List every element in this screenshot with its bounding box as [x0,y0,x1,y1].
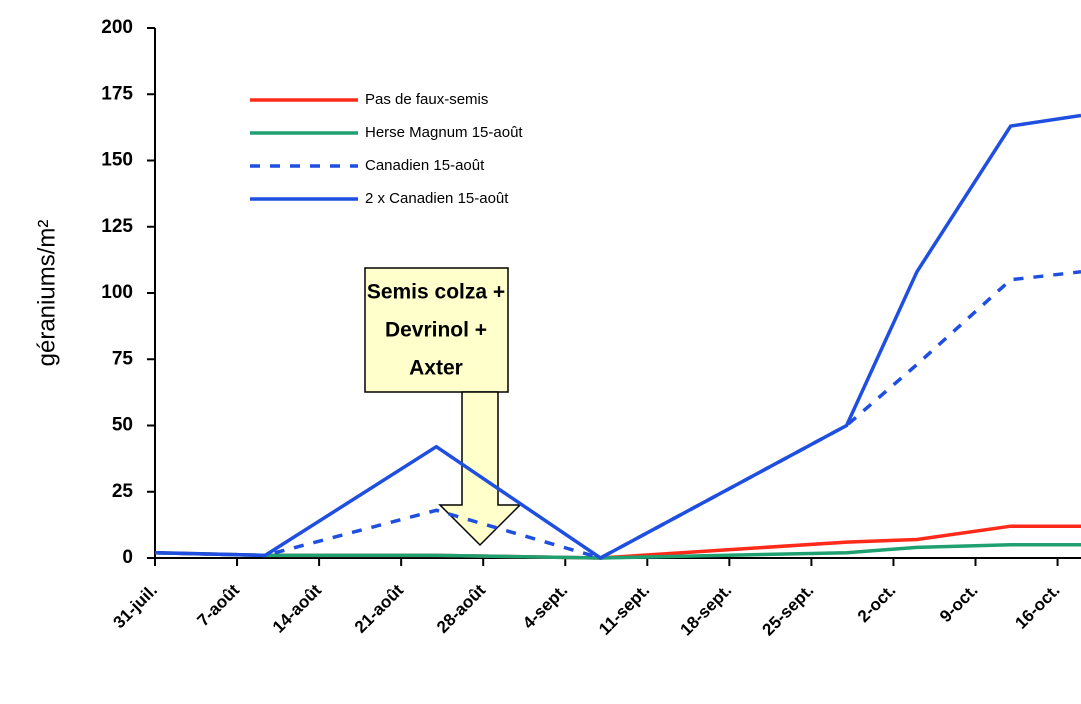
series-line [154,270,1081,560]
legend-label: 2 x Canadien 15-août [365,190,509,207]
y-tick-label: 25 [112,481,134,502]
annotation-box [364,267,509,393]
y-tick-label: 200 [101,17,133,38]
x-tick-label: 2-oct. [854,581,899,626]
y-tick-label: 100 [101,282,133,303]
x-tick-label: 28-août [433,580,489,636]
annotation-text: Axter [409,357,463,380]
legend-label: Herse Magnum 15-août [365,124,523,141]
x-tick-label: 18-sept. [676,581,735,640]
y-tick-label: 150 [101,150,133,171]
x-tick-label: 31-juil. [109,581,161,633]
x-tick-label: 14-août [269,580,325,636]
legend-label: Canadien 15-août [365,157,485,174]
x-tick-label: 4-sept. [519,581,571,633]
x-tick-label: 25-sept. [759,581,818,640]
legend-label: Pas de faux-semis [365,91,488,108]
series-line [154,543,1081,560]
annotation-arrow [438,391,522,547]
y-tick-label: 75 [112,348,134,369]
y-tick-label: 175 [101,83,133,104]
y-tick-label: 50 [112,415,133,436]
x-tick-label: 21-août [351,580,407,636]
x-tick-label: 11-sept. [595,581,653,639]
y-tick-label: 0 [122,547,133,568]
x-tick-label: 16-oct. [1011,581,1063,633]
y-axis-label: géraniums/m² [33,220,60,367]
x-tick-label: 7-août [194,580,244,630]
annotation-text: Semis colza + [367,281,505,304]
x-tick-label: 9-oct. [936,581,981,626]
series-line [154,113,1081,561]
annotation-text: Devrinol + [385,319,487,342]
series-line [154,524,1081,560]
y-tick-label: 125 [101,216,133,237]
